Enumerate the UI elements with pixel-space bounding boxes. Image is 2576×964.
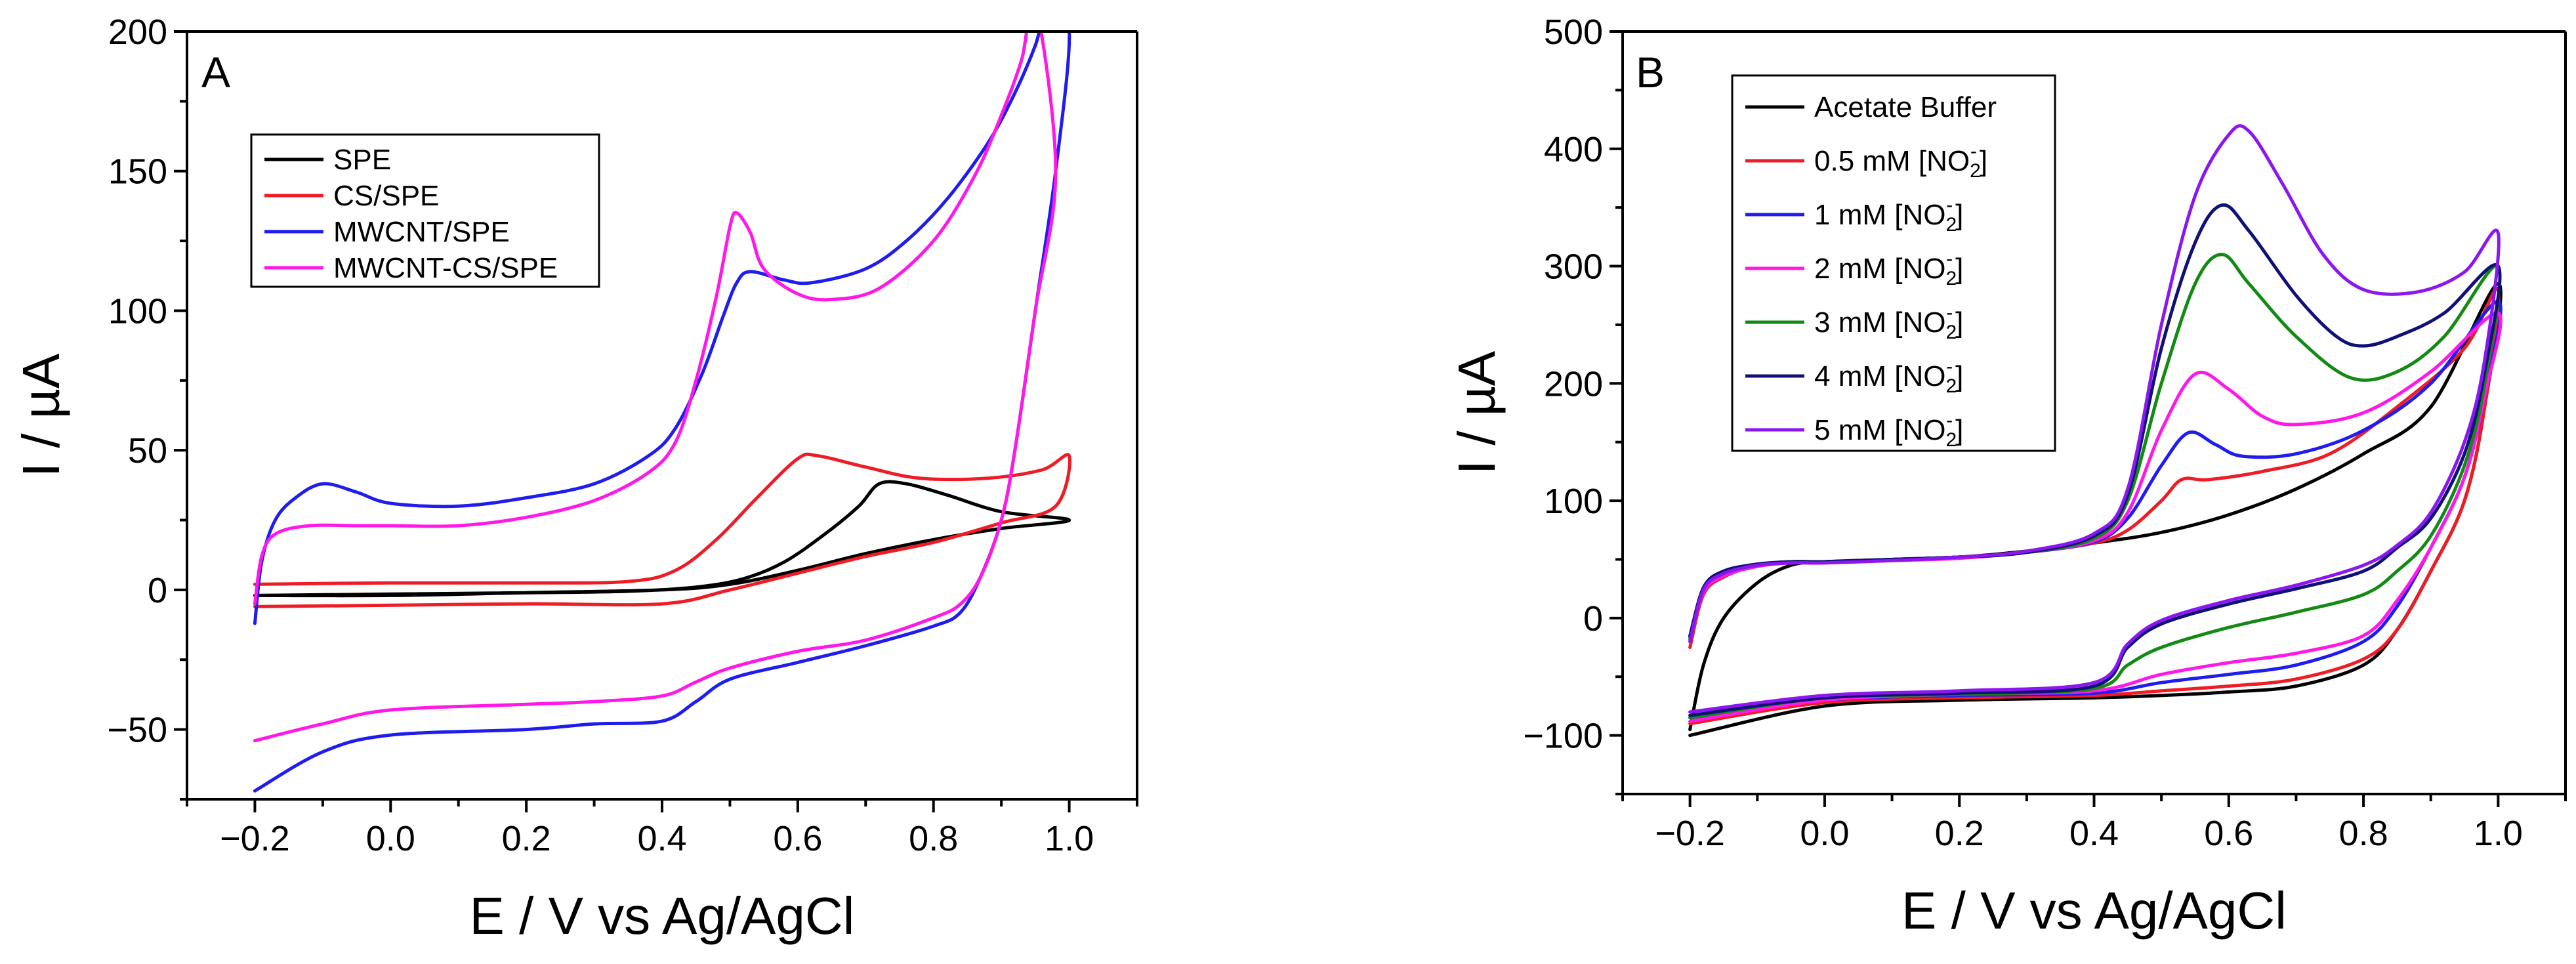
x-tick-label: 0.6	[773, 819, 822, 858]
panel-b: −0.2 0.0 0.2 0.4 0.6 0.8 1.0 −100 0 100 200 300 400 5…	[1447, 12, 2567, 940]
x-tick-label: 0.0	[1800, 814, 1849, 853]
legend-entry: 5 mM [NO2-]	[1745, 409, 1963, 451]
x-tick-label: −0.2	[220, 819, 290, 858]
x-tick-label: 1.0	[2474, 814, 2523, 853]
legend-label: 4 mM [NO2-]	[1814, 356, 1963, 397]
y-tick-label: 200	[108, 12, 167, 52]
series-line-1	[253, 452, 1071, 608]
series-line-2	[253, 31, 1071, 793]
series-line-6	[1688, 124, 2501, 714]
y-tick-label: 100	[108, 291, 167, 331]
legend-label: SPE	[333, 144, 391, 176]
x-axis-title: E / V vs Ag/AgCl	[470, 887, 855, 945]
legend-entry: MWCNT-CS/SPE	[264, 252, 558, 284]
y-tick-label: 200	[1544, 364, 1603, 404]
legend-label: 5 mM [NO2-]	[1814, 409, 1963, 451]
series-line-3	[253, 31, 1058, 743]
x-tick-label: 0.4	[637, 819, 686, 858]
x-tick-label: 0.6	[2204, 814, 2253, 853]
legend-label: 0.5 mM [NO2-]	[1814, 140, 1987, 182]
y-axis-title: I / µA	[1447, 350, 1506, 474]
legend-entry: 0.5 mM [NO2-]	[1745, 140, 1987, 182]
legend-entry: 2 mM [NO2-]	[1745, 248, 1963, 289]
x-tick-label: 0.2	[1935, 814, 1984, 853]
y-tick-label: −50	[107, 711, 167, 750]
legend-entry: 1 mM [NO2-]	[1745, 194, 1963, 236]
x-tick-label: 0.8	[909, 819, 958, 858]
legend-label: 3 mM [NO2-]	[1814, 302, 1963, 343]
x-tick-label: −0.2	[1655, 814, 1725, 853]
legend-label: MWCNT/SPE	[333, 216, 510, 248]
legend-entry: SPE	[264, 144, 391, 176]
legend-label: Acetate Buffer	[1814, 91, 1997, 123]
panel-letter: A	[201, 48, 230, 96]
x-tick-label: 0.0	[366, 819, 415, 858]
y-tick-label: 500	[1544, 12, 1603, 52]
legend-label: 1 mM [NO2-]	[1814, 194, 1963, 236]
panel-letter: B	[1636, 48, 1665, 96]
x-tick-label: 0.4	[2069, 814, 2119, 853]
legend: Acetate Buffer 0.5 mM [NO2-] 1 mM [NO2-] 2 …	[1731, 74, 2056, 452]
y-tick-label: 50	[128, 431, 167, 471]
legend-entry: 3 mM [NO2-]	[1745, 302, 1963, 343]
y-tick-label: 0	[148, 571, 167, 610]
y-tick-label: −100	[1523, 717, 1603, 756]
panel-a: −0.2 0.0 0.2 0.4 0.6 0.8 1.0 −50 0 50 100 150 200 E /…	[12, 12, 1138, 945]
legend-box	[1731, 74, 2056, 452]
y-tick-label: 150	[108, 152, 167, 192]
legend-entry: 4 mM [NO2-]	[1745, 356, 1963, 397]
y-tick-label: 400	[1544, 130, 1603, 169]
legend-label: MWCNT-CS/SPE	[333, 252, 558, 284]
legend-label: CS/SPE	[333, 180, 439, 212]
curves	[253, 31, 1071, 793]
legend-entry: Acetate Buffer	[1745, 91, 1997, 123]
y-tick-label: 300	[1544, 247, 1603, 287]
x-axis-title: E / V vs Ag/AgCl	[1901, 881, 2287, 940]
series-line-0	[253, 480, 1071, 598]
legend: SPE CS/SPE MWCNT/SPE MWCNT-CS/SPE	[250, 133, 600, 288]
y-axis-title: I / µA	[12, 353, 70, 477]
legend-entry: MWCNT/SPE	[264, 216, 510, 248]
legend-entry: CS/SPE	[264, 180, 439, 212]
x-tick-label: 0.2	[502, 819, 551, 858]
y-tick-label: 100	[1544, 482, 1603, 521]
curves	[1688, 124, 2503, 738]
y-tick-label: 0	[1583, 599, 1603, 639]
legend-label: 2 mM [NO2-]	[1814, 248, 1963, 289]
x-tick-label: 1.0	[1045, 819, 1094, 858]
x-tick-label: 0.8	[2339, 814, 2388, 853]
